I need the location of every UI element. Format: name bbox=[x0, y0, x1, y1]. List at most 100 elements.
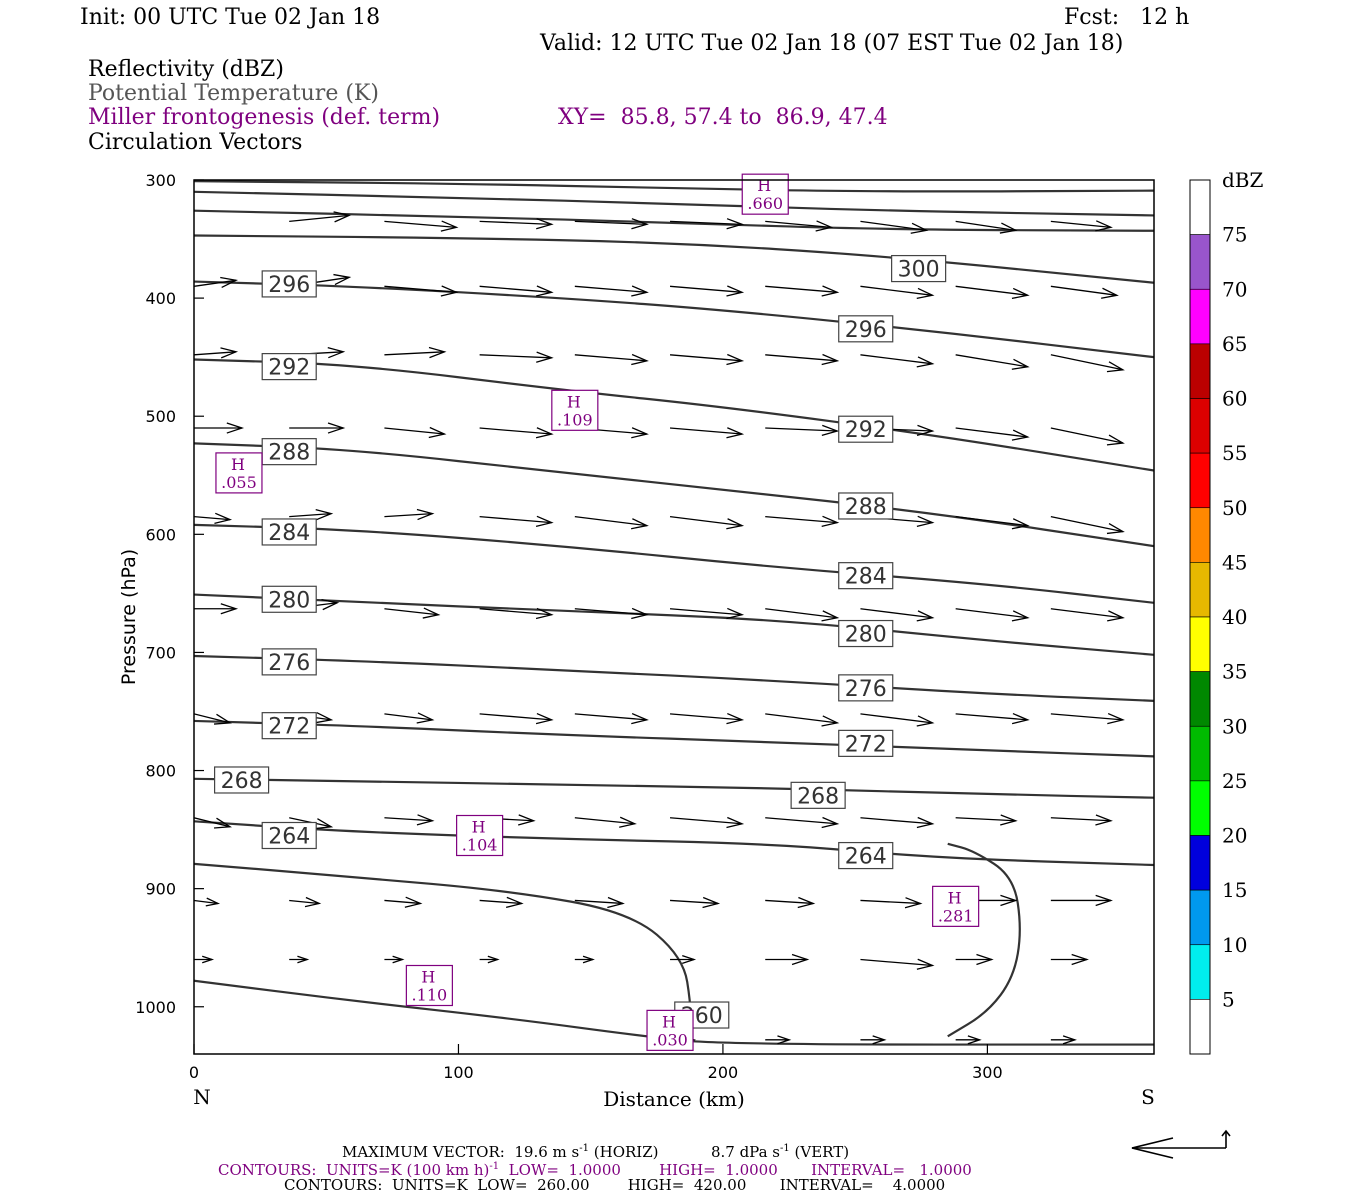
circulation-vector bbox=[194, 276, 239, 289]
contour-label: 272 bbox=[838, 729, 894, 757]
circulation-vector bbox=[1050, 712, 1125, 725]
svg-text:H: H bbox=[421, 967, 435, 986]
circulation-vector bbox=[194, 422, 245, 434]
circulation-vector bbox=[574, 712, 649, 725]
circulation-vector bbox=[669, 712, 745, 725]
colorbar-segment bbox=[1189, 562, 1211, 618]
svg-text:296: 296 bbox=[268, 273, 310, 298]
contour-label: 276 bbox=[838, 674, 894, 702]
x-axis-label: Distance (km) bbox=[603, 1087, 745, 1111]
init-time: Init: 00 UTC Tue 02 Jan 18 bbox=[80, 5, 381, 30]
circulation-vector bbox=[574, 816, 637, 828]
svg-text:H: H bbox=[472, 818, 486, 837]
valid-time: Valid: 12 UTC Tue 02 Jan 18 (07 EST Tue … bbox=[540, 31, 1124, 56]
circulation-vector bbox=[955, 712, 1030, 725]
theta-contour-line bbox=[194, 358, 1154, 472]
colorbar-segment bbox=[1189, 725, 1211, 782]
colorbar-segment bbox=[1189, 780, 1211, 836]
plot-frame bbox=[193, 179, 1155, 1055]
contour-label: 284 bbox=[838, 562, 894, 590]
circulation-vector bbox=[384, 955, 405, 964]
colorbar-label: 40 bbox=[1222, 605, 1247, 629]
field-theta: Potential Temperature (K) bbox=[88, 81, 379, 106]
circulation-vector bbox=[765, 353, 840, 366]
circulation-vector bbox=[384, 712, 435, 724]
colorbar-label: 75 bbox=[1222, 223, 1247, 247]
circulation-vector bbox=[765, 515, 840, 527]
circulation-vector bbox=[289, 422, 346, 434]
circulation-vector bbox=[860, 220, 929, 234]
svg-text:.281: .281 bbox=[938, 906, 974, 925]
circulation-vector bbox=[860, 713, 935, 727]
colorbar-label: 30 bbox=[1222, 714, 1247, 738]
contour-label: 300 bbox=[891, 254, 947, 283]
reference-vector bbox=[1131, 1129, 1231, 1159]
y-tick-label: 600 bbox=[145, 525, 176, 544]
x-tick-label: 200 bbox=[708, 1063, 739, 1082]
colorbar-segment bbox=[1189, 288, 1211, 345]
circulation-vector bbox=[765, 285, 840, 297]
circulation-vector bbox=[669, 285, 745, 297]
svg-text:264: 264 bbox=[845, 845, 887, 870]
theta-contours bbox=[194, 180, 1154, 1049]
circulation-vector bbox=[955, 220, 1018, 234]
theta-contour-line bbox=[194, 719, 1154, 758]
circulation-vector bbox=[479, 712, 554, 725]
circulation-vector bbox=[384, 607, 441, 619]
field-reflectivity: Reflectivity (dBZ) bbox=[88, 57, 284, 82]
theta-contour-info: CONTOURS: UNITS=K LOW= 260.00 HIGH= 420.… bbox=[284, 1176, 946, 1194]
circulation-vector bbox=[574, 896, 625, 909]
x-tick-label: 300 bbox=[972, 1063, 1003, 1082]
contour-label: 292 bbox=[261, 353, 317, 381]
circulation-vector bbox=[479, 955, 500, 964]
colorbar-label: 20 bbox=[1222, 824, 1247, 848]
svg-text:280: 280 bbox=[268, 588, 310, 613]
circulation-vector bbox=[860, 354, 935, 368]
svg-text:276: 276 bbox=[845, 677, 887, 702]
y-tick-label: 500 bbox=[145, 407, 176, 426]
dbz-colorbar: 75 70 65 60 55 50 45 40 35 30 25 20 15 10 5 bbox=[1189, 179, 1247, 1055]
svg-text:H: H bbox=[662, 1012, 676, 1031]
theta-contour-line bbox=[194, 190, 1154, 217]
svg-text:284: 284 bbox=[268, 521, 310, 546]
circulation-vector bbox=[955, 354, 1030, 370]
circulation-vector bbox=[765, 608, 840, 622]
colorbar-segment bbox=[1189, 671, 1211, 727]
circulation-vector bbox=[194, 347, 239, 359]
colorbar-segment bbox=[1189, 835, 1211, 891]
circulation-vector bbox=[860, 285, 935, 300]
circulation-vector bbox=[574, 353, 649, 366]
circulation-vector bbox=[289, 211, 352, 223]
circulation-vector bbox=[384, 814, 435, 826]
forecast-hour: Fcst: 12 h bbox=[1064, 5, 1190, 30]
y-tick-label: 300 bbox=[145, 171, 176, 190]
svg-text:264: 264 bbox=[268, 825, 310, 850]
circulation-vector bbox=[669, 427, 745, 439]
circulation-vector bbox=[194, 897, 221, 907]
contour-label: 288 bbox=[261, 438, 317, 466]
frontogenesis-max-label: H.055 bbox=[215, 452, 263, 494]
field-circulation-vectors: Circulation Vectors bbox=[88, 130, 303, 155]
theta-contour-line bbox=[194, 234, 1154, 284]
circulation-vector bbox=[194, 512, 233, 524]
svg-text:.110: .110 bbox=[412, 985, 448, 1004]
colorbar-label: 50 bbox=[1222, 496, 1247, 520]
frontogenesis-max-label: H.281 bbox=[932, 885, 980, 927]
circulation-vector bbox=[860, 816, 935, 829]
circulation-vector bbox=[384, 285, 459, 297]
theta-contour-line bbox=[194, 209, 1154, 232]
theta-contour-line bbox=[947, 842, 1021, 1038]
svg-text:H: H bbox=[567, 392, 581, 411]
svg-text:H: H bbox=[757, 176, 771, 195]
circulation-vector bbox=[955, 285, 1030, 300]
circulation-vector bbox=[194, 713, 233, 725]
svg-text:296: 296 bbox=[845, 318, 887, 343]
y-tick-label: 700 bbox=[145, 643, 176, 662]
theta-contour-line bbox=[194, 593, 1154, 656]
circulation-vector bbox=[955, 1035, 982, 1045]
colorbar-segment bbox=[1189, 179, 1211, 235]
contour-label: 272 bbox=[261, 712, 317, 740]
colorbar-segment bbox=[1189, 944, 1211, 1000]
svg-text:292: 292 bbox=[268, 356, 310, 381]
circulation-vector bbox=[384, 896, 423, 908]
